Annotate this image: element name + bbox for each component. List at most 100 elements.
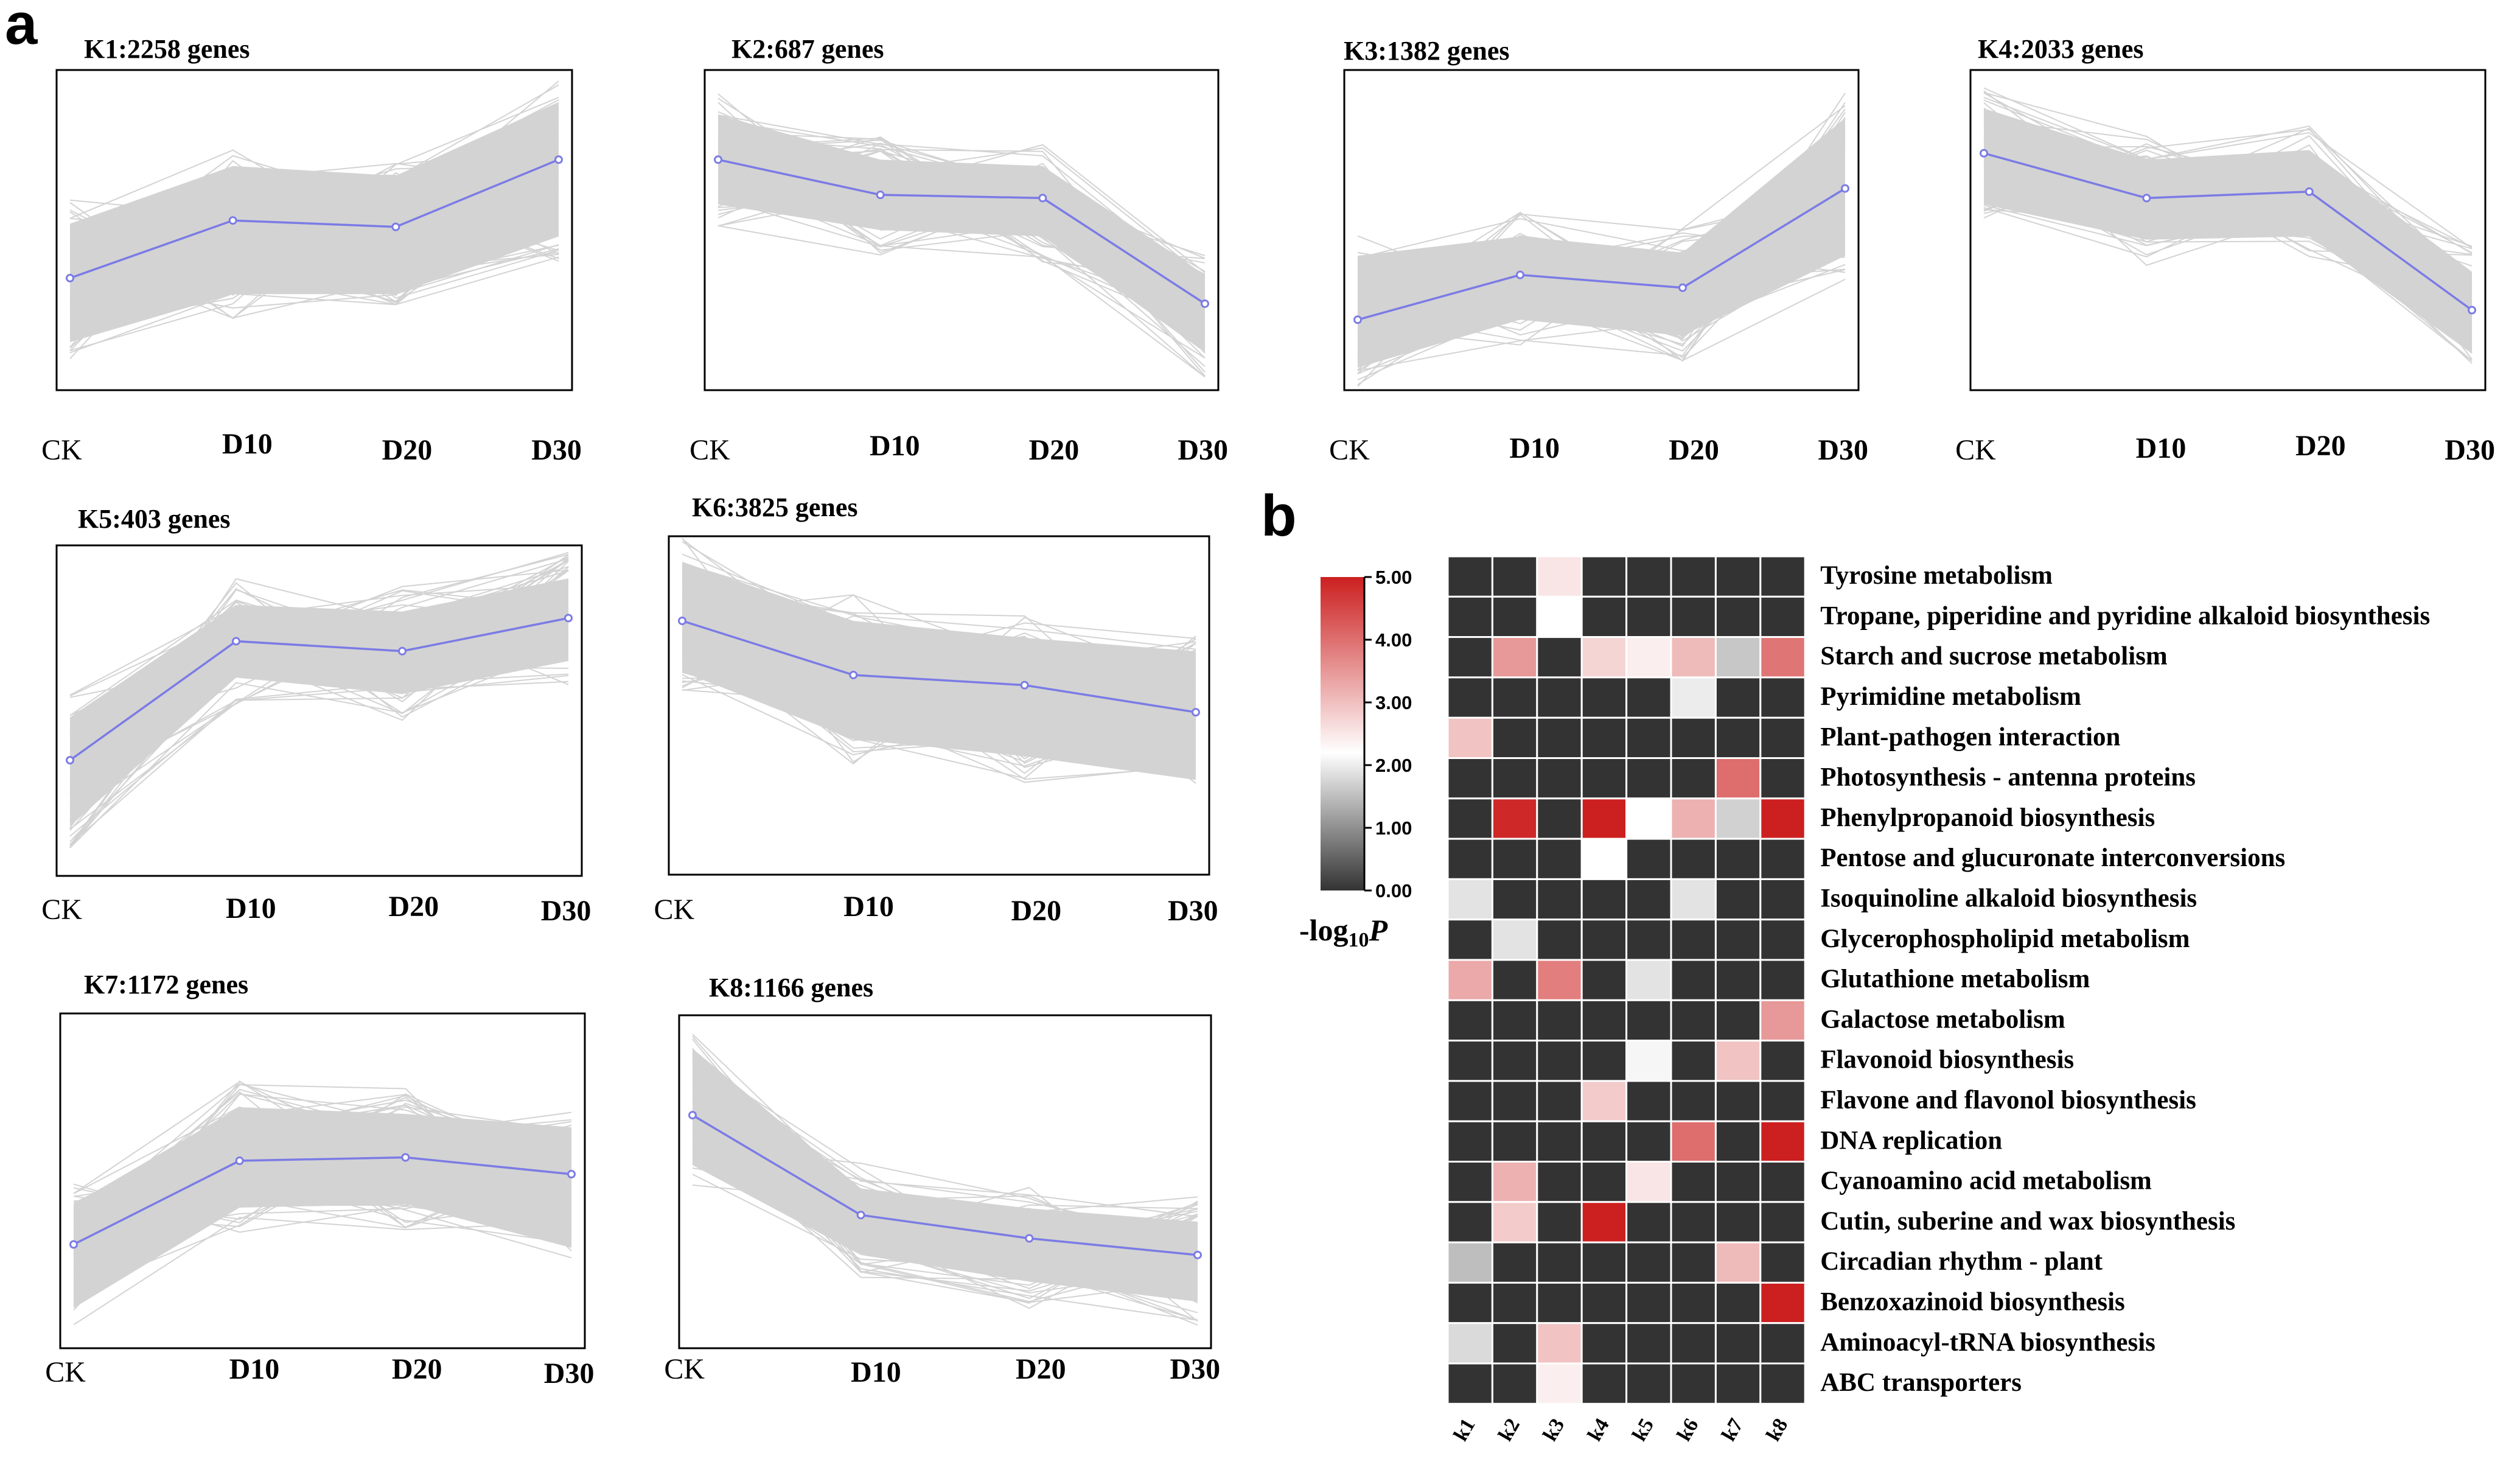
mean-point [391,222,400,231]
gene-profile-line [682,590,1196,704]
heatmap-cell [1536,797,1583,840]
gene-profile-line [717,137,1206,307]
mean-profile-line [69,617,569,761]
heatmap-row-label: Flavonoid biosynthesis [1820,1046,2074,1074]
gene-profile-line [1983,87,2473,247]
gene-profile-line [1357,138,1846,353]
colorbar-tick-label: 4.00 [1375,629,1412,651]
gene-profile-line [69,606,569,714]
gene-profile-line [73,1096,572,1223]
heatmap-cell [1491,1322,1538,1365]
heatmap-cell [1714,1322,1762,1365]
heatmap-cell [1580,838,1628,880]
mean-point [1025,1234,1034,1243]
x-tick-label: CK [45,1356,86,1388]
cluster-title: K8:1166 genes [709,973,873,1002]
heatmap-row-label: Glycerophospholipid metabolism [1820,925,2190,953]
gene-profile-line [682,594,1196,773]
heatmap-cell [1491,959,1538,1001]
cluster-title: K1:2258 genes [84,34,250,64]
heatmap-cell [1670,959,1717,1001]
heatmap-cell [1759,1120,1806,1163]
heatmap-cell [1447,1201,1493,1244]
gene-profile-line [69,186,559,351]
gene-profile-line [692,1100,1198,1326]
gene-profile-line [69,253,559,284]
heatmap-cell [1714,959,1762,1001]
heatmap-column-label: k1 [1450,1415,1480,1445]
plot-frame [703,69,1220,391]
gene-profile-line [1983,119,2473,354]
gene-profile-line [692,1071,1198,1309]
gene-profile-line [692,1097,1198,1321]
heatmap-cell [1536,1161,1583,1203]
cluster-panel-k8: K8:1166 genes CK D10 D20 D30 [664,973,1220,1388]
x-tick-label: D20 [1011,895,1062,927]
gene-profile-line [73,1093,572,1300]
heatmap-cell [1670,1080,1717,1122]
heatmap-cell [1759,1362,1806,1405]
gene-profile-line [73,1115,572,1245]
mean-point [688,1111,697,1120]
gene-profile-line [682,537,1196,763]
heatmap-cell [1536,716,1583,759]
x-tick-label: CK [1955,434,1996,466]
gene-profile-line [1983,168,2473,250]
mean-point [2142,194,2151,203]
heatmap-cell [1714,757,1762,800]
gene-profile-line [1357,225,1846,331]
heatmap-cell [1670,595,1717,639]
gene-profile-line [682,618,1196,669]
heatmap-cell [1580,1040,1628,1082]
gene-profile-line [692,1163,1198,1286]
gene-profile-line [1357,127,1846,357]
heatmap-cell [1670,878,1717,921]
gene-profile-line [69,561,569,755]
heatmap-cell [1536,1241,1583,1284]
heatmap-cell [1625,838,1672,880]
heatmap-cell [1759,757,1806,800]
heatmap-cell [1536,555,1583,598]
heatmap-column-label: k2 [1494,1415,1524,1445]
gene-profile-line [73,1094,572,1272]
gene-profile-line [1357,248,1846,380]
gene-profile-line [73,1125,572,1293]
gene-profile-line [73,1093,572,1293]
gene-profile-line [1983,107,2473,248]
gene-profile-line [692,1174,1198,1269]
heatmap-cell [1714,595,1762,639]
gene-profile-line [69,172,559,313]
heatmap-cell [1580,1362,1628,1405]
heatmap-row-label: Starch and sucrose metabolism [1820,642,2168,671]
x-tick-label: D30 [1818,434,1868,466]
gene-profile-line [1983,119,2473,295]
heatmap-cell [1759,1281,1806,1324]
gene-profile-line [692,1052,1198,1321]
x-tick-label: D20 [1016,1353,1066,1385]
heatmap-cell [1714,1120,1762,1163]
heatmap-cell [1714,1201,1762,1244]
gene-profile-line [682,573,1196,767]
gene-profile-line [1357,206,1846,360]
heatmap-cell [1491,878,1538,921]
heatmap-row-label: Isoquinoline alkaloid biosynthesis [1820,884,2197,912]
gene-profile-line [69,166,559,282]
heatmap-cell [1625,999,1672,1042]
heatmap-column-label: k3 [1538,1415,1569,1445]
gene-profile-line [1357,184,1846,352]
gene-profile-line [69,196,559,309]
cluster-panel-k4: K4:2033 genes CK D10 D20 D30 [1955,34,2495,466]
gene-profile-line [1983,128,2473,282]
x-tick-label: CK [689,434,730,466]
plot-frame [1343,69,1860,391]
heatmap-cell [1536,838,1583,880]
heatmap-cell [1580,1241,1628,1284]
gene-profile-line [69,582,569,734]
gene-profile-line [73,1113,572,1288]
gene-profile-line [692,1125,1198,1280]
plot-frame [55,544,583,877]
heatmap-cell [1625,1080,1672,1122]
heatmap-cell [1714,1040,1762,1082]
gene-profile-line [69,80,559,312]
x-tick-label: CK [664,1353,705,1385]
